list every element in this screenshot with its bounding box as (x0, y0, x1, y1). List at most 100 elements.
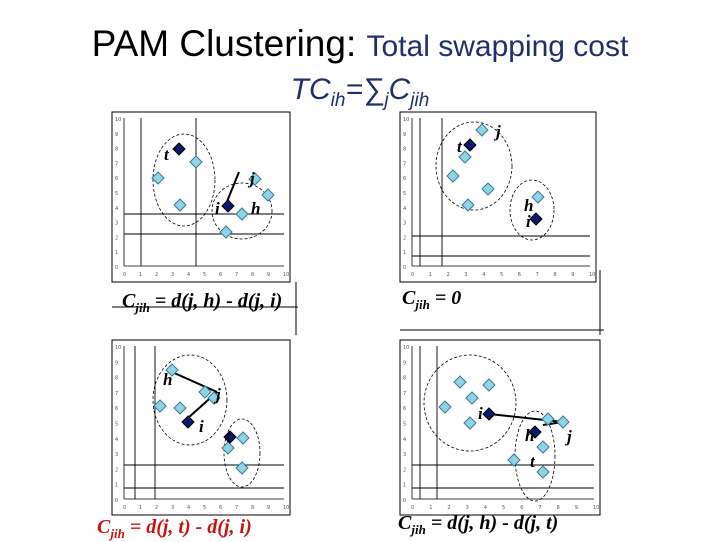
object-point (481, 182, 495, 196)
distance-line (171, 371, 218, 393)
y-tick-label: 10 (115, 117, 121, 123)
x-tick-label: 10 (283, 272, 289, 278)
formula-3-rhs: = d(j, t) - d(j, i) (124, 516, 252, 538)
object-point (189, 155, 203, 169)
y-tick-label: 3 (115, 221, 118, 227)
object-point (235, 461, 249, 475)
point-label: j (247, 169, 255, 188)
object-point (446, 169, 460, 183)
point-label: i (526, 212, 531, 231)
x-tick-label: 9 (267, 505, 270, 511)
y-tick-label: 0 (403, 498, 406, 504)
y-tick-label: 1 (403, 483, 406, 489)
x-tick-label: 6 (219, 272, 222, 278)
y-tick-label: 1 (115, 483, 118, 489)
object-point (198, 385, 212, 399)
panel-frame (399, 111, 597, 283)
medoid-point (482, 407, 496, 421)
point-label: j (564, 427, 572, 446)
y-tick-label: 0 (403, 265, 406, 271)
y-tick-label: 8 (403, 376, 406, 382)
x-tick-label: 5 (203, 272, 206, 278)
object-point (475, 123, 489, 137)
x-tick-label: 2 (447, 272, 450, 278)
y-tick-label: 3 (115, 452, 118, 458)
x-tick-label: 7 (235, 505, 238, 511)
medoid-point (221, 199, 235, 213)
object-point (541, 412, 555, 426)
formula-4-sub: jih (411, 522, 426, 537)
y-tick-label: 4 (403, 206, 406, 212)
y-tick-label: 9 (403, 360, 406, 366)
x-tick-label: 9 (267, 272, 270, 278)
x-tick-label: 8 (251, 505, 254, 511)
title-formula-rhs: C (388, 73, 411, 106)
x-tick-label: 2 (155, 272, 158, 278)
point-label: h (251, 199, 260, 218)
x-tick-label: 9 (575, 505, 578, 511)
formula-panel-4: Cjih = d(j, h) - d(j, t) (398, 512, 558, 538)
slide-title: PAM Clustering: Total swapping cost (0, 22, 720, 69)
title-formula: TCih=∑jCjih (0, 70, 720, 121)
y-tick-label: 6 (403, 176, 406, 182)
point-label: i (478, 404, 483, 423)
y-tick-label: 3 (403, 221, 406, 227)
x-tick-label: 10 (593, 505, 599, 511)
x-tick-label: 8 (557, 505, 560, 511)
formula-1-sub: jih (135, 300, 150, 315)
x-tick-label: 5 (502, 505, 505, 511)
y-tick-label: 5 (403, 422, 406, 428)
object-point (153, 399, 167, 413)
point-label: t (164, 145, 170, 164)
y-tick-label: 7 (115, 161, 118, 167)
object-point (463, 416, 477, 430)
x-tick-label: 0 (123, 272, 126, 278)
cluster-ellipse (223, 418, 261, 488)
x-tick-label: 1 (429, 505, 432, 511)
x-tick-label: 1 (139, 272, 142, 278)
title-formula-lhs: TC (290, 73, 331, 106)
y-tick-label: 2 (115, 467, 118, 473)
y-tick-label: 5 (115, 191, 118, 197)
x-tick-label: 2 (447, 505, 450, 511)
cluster-ellipse (423, 354, 517, 452)
object-point (458, 150, 472, 164)
object-point (556, 415, 570, 429)
y-tick-label: 9 (115, 360, 118, 366)
panel-frame (111, 339, 291, 516)
y-tick-label: 0 (115, 498, 118, 504)
y-tick-label: 7 (115, 391, 118, 397)
x-tick-label: 9 (571, 272, 574, 278)
object-point (248, 172, 262, 186)
y-tick-label: 6 (115, 406, 118, 412)
y-tick-label: 4 (403, 437, 406, 443)
x-tick-label: 1 (139, 505, 142, 511)
x-tick-label: 10 (589, 272, 595, 278)
y-tick-label: 10 (115, 345, 121, 351)
y-tick-label: 8 (115, 376, 118, 382)
object-point (235, 207, 249, 221)
x-tick-label: 7 (235, 272, 238, 278)
object-point (173, 401, 187, 415)
y-tick-label: 10 (403, 345, 409, 351)
medoid-point (463, 138, 477, 152)
x-tick-label: 0 (411, 272, 414, 278)
x-tick-label: 3 (171, 505, 174, 511)
y-tick-label: 1 (115, 250, 118, 256)
point-label: h (525, 426, 534, 445)
y-tick-label: 2 (115, 235, 118, 241)
object-point (438, 400, 452, 414)
formula-1-lhs: C (122, 290, 136, 312)
point-label: t (226, 427, 232, 446)
title-formula-sum: ∑ (363, 73, 385, 106)
object-point (261, 188, 275, 202)
x-tick-label: 6 (518, 272, 521, 278)
title-formula-sum-sub: j (384, 90, 389, 111)
object-point (482, 378, 496, 392)
x-tick-label: 2 (155, 505, 158, 511)
y-tick-label: 5 (403, 191, 406, 197)
y-tick-label: 2 (403, 235, 406, 241)
